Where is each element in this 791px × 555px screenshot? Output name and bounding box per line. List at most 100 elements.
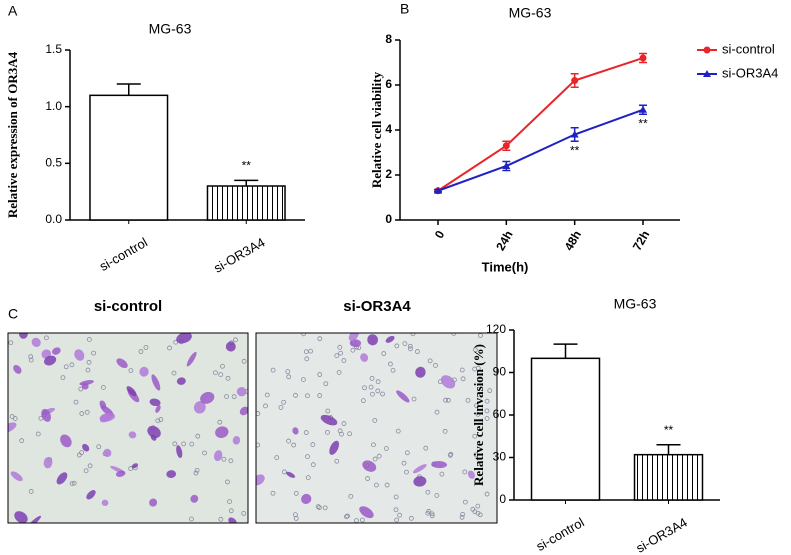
pore (347, 431, 353, 437)
pore (408, 515, 414, 521)
pore (334, 458, 340, 464)
x-tick-label: 0 (432, 228, 448, 241)
pore (202, 450, 207, 456)
cell (128, 431, 137, 439)
pore (472, 433, 478, 439)
cell (139, 366, 149, 377)
pore (334, 353, 340, 359)
cell (228, 517, 237, 523)
panel-label: B (400, 1, 409, 17)
pore (372, 456, 378, 462)
cell (56, 472, 68, 485)
pore (73, 399, 79, 405)
cell (44, 355, 57, 366)
pore (227, 499, 232, 505)
pore (484, 491, 490, 497)
pore (285, 369, 291, 374)
cell (360, 353, 369, 362)
cell (359, 506, 374, 519)
cell (19, 333, 28, 339)
chart-title: MG-63 (149, 21, 192, 37)
pore (394, 343, 400, 349)
pore (397, 512, 403, 518)
cell (8, 422, 17, 433)
pore (484, 416, 490, 421)
image-border (255, 332, 498, 524)
pore (365, 476, 371, 481)
cell (256, 474, 265, 486)
pore (426, 508, 432, 514)
cell (176, 333, 192, 344)
pore (371, 442, 376, 448)
marker (570, 130, 579, 138)
x-axis-label: Time(h) (482, 259, 529, 274)
legend-marker (703, 70, 711, 77)
cell (232, 436, 241, 445)
cell (147, 425, 161, 439)
marker (434, 186, 442, 194)
pore (241, 358, 247, 364)
pore (462, 499, 468, 505)
pore (402, 341, 408, 346)
pore (101, 385, 106, 390)
cell (186, 351, 197, 367)
cell (236, 386, 247, 397)
pore (256, 442, 261, 448)
pore (264, 392, 270, 398)
error-bar (656, 444, 681, 455)
marker (502, 142, 510, 150)
pore (337, 428, 343, 434)
pore (427, 358, 433, 364)
cell (86, 490, 96, 500)
cell (349, 339, 362, 348)
pore (465, 397, 471, 403)
pore (459, 514, 465, 520)
pore (393, 494, 399, 500)
pore (28, 357, 34, 363)
pore (300, 377, 306, 382)
pore (60, 375, 66, 381)
cell (166, 470, 177, 479)
cell (74, 349, 85, 361)
pore (434, 493, 440, 498)
pore (393, 507, 399, 513)
pore (395, 428, 401, 434)
pore (83, 468, 89, 474)
x-tick-label: 48h (562, 228, 584, 253)
pore (341, 358, 347, 363)
y-tick-label: 1.0 (45, 99, 62, 113)
y-axis-label: Relative cell viability (369, 71, 384, 188)
annotation: ** (664, 423, 674, 437)
micrograph (256, 333, 497, 523)
pore (138, 349, 144, 354)
pore (69, 481, 75, 487)
legend-label: si-control (722, 41, 775, 56)
pore (256, 411, 261, 416)
cell (155, 404, 161, 413)
pore (317, 505, 322, 510)
pore (263, 403, 268, 409)
cell (320, 414, 338, 426)
pore (448, 451, 454, 457)
pore (63, 364, 69, 370)
x-tick-label: si-OR3A4 (211, 235, 267, 276)
pore (193, 470, 199, 476)
panel-label: C (8, 306, 18, 322)
annotation: ** (242, 159, 252, 173)
y-tick-label: 0 (385, 212, 392, 226)
pore (28, 489, 34, 494)
pore (459, 367, 465, 373)
pore (194, 467, 200, 473)
x-tick-label: si-OR3A4 (633, 515, 689, 555)
cell (101, 499, 109, 507)
pore (233, 337, 238, 343)
pore (274, 455, 280, 460)
pore (484, 408, 490, 414)
pore (322, 505, 328, 511)
marker (639, 54, 647, 62)
pore (434, 409, 440, 415)
cell (99, 412, 116, 422)
pore (79, 411, 85, 416)
cell (286, 471, 296, 478)
pore (189, 441, 195, 447)
